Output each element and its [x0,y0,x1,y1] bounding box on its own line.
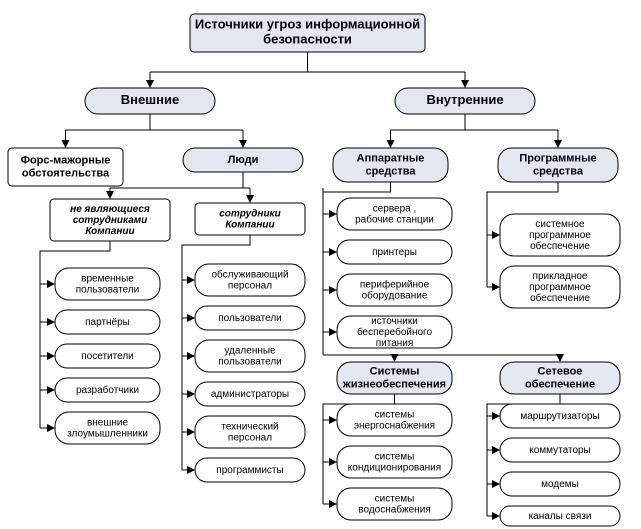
node-label: сотрудникиКомпании [219,208,280,230]
node-life: Системыжизнеобеспечения [337,362,452,394]
node-label: Форс-мажорныеобстоятельства [21,154,111,179]
node-label: каналы связи [529,511,592,522]
node-label: удаленныепользователи [218,345,282,367]
node-label: разработчики [76,384,139,396]
node-label: принтеры [372,247,417,258]
node-emp: сотрудникиКомпании [195,203,305,235]
node-label: прикладноепрограммноеобеспечение [529,271,591,304]
node-h_ups: источникибесперебойногопитания [337,316,452,349]
node-force: Форс-мажорныеобстоятельства [8,148,123,186]
node-l_tmp: временныепользователи [55,268,160,300]
node-label: Внешние [121,92,179,107]
node-n_md: модемы [500,472,620,496]
node-label: пользователи [218,313,282,324]
node-label: администраторы [211,389,289,400]
node-hw: Аппаратныесредства [333,148,448,182]
node-ls_wat: системыводоснабжения [337,488,452,520]
node-label: Аппаратныесредства [357,152,425,177]
node-label: коммутаторы [529,445,591,456]
node-label: временныепользователи [76,273,140,295]
node-l_vis: посетители [55,344,160,368]
node-people: Люди [183,148,303,172]
node-label: Внутренние [426,92,503,107]
threat-sources-diagram: Источники угроз информационнойбезопаснос… [0,0,641,529]
node-l_part: партнёры [55,310,160,334]
node-n_sw: коммутаторы [500,438,620,462]
node-e_usr: пользователи [195,306,305,330]
node-label: периферийноеоборудование [360,278,430,301]
node-label: модемы [541,479,579,490]
node-e_srv: обслуживающийперсонал [195,264,305,296]
node-label: программисты [216,465,283,476]
node-int: Внутренние [395,88,535,114]
node-non_emp: не являющиесясотрудникамиКомпании [50,199,170,241]
node-l_mal: внешниезлоумышленники [55,412,160,444]
node-e_rem: удаленныепользователи [195,340,305,372]
node-l_dev: разработчики [55,378,160,402]
node-ls_ac: системыкондиционирования [337,446,452,478]
node-label: посетители [81,351,134,362]
node-s_app: прикладноепрограммноеобеспечение [500,266,620,308]
nodes-layer: Источники угроз информационнойбезопаснос… [8,14,620,526]
node-label: техническийперсонал [221,421,278,443]
node-label: Люди [228,154,259,166]
node-s_sys: системноепрограммноеобеспечение [500,214,620,256]
node-label: партнёры [85,317,130,328]
node-net: Сетевоеобеспечение [500,362,620,394]
node-e_tech: техническийперсонал [195,416,305,448]
node-sw: Программныесредства [498,148,618,182]
node-n_ch: каналы связи [500,506,620,526]
node-h_prn: принтеры [337,240,452,264]
node-root: Источники угроз информационнойбезопаснос… [190,14,425,52]
node-h_srv: сервера ,рабочие станции [337,198,452,230]
node-n_rt: маршрутизаторы [500,404,620,428]
node-e_adm: администраторы [195,382,305,406]
node-h_per: периферийноеоборудование [337,274,452,306]
node-label: системноепрограммноеобеспечение [529,219,591,252]
node-ls_pow: системыэнергоснабжения [337,404,452,436]
node-label: маршрутизаторы [520,411,599,422]
node-e_prg: программисты [195,458,305,482]
node-ext: Внешние [85,88,215,114]
